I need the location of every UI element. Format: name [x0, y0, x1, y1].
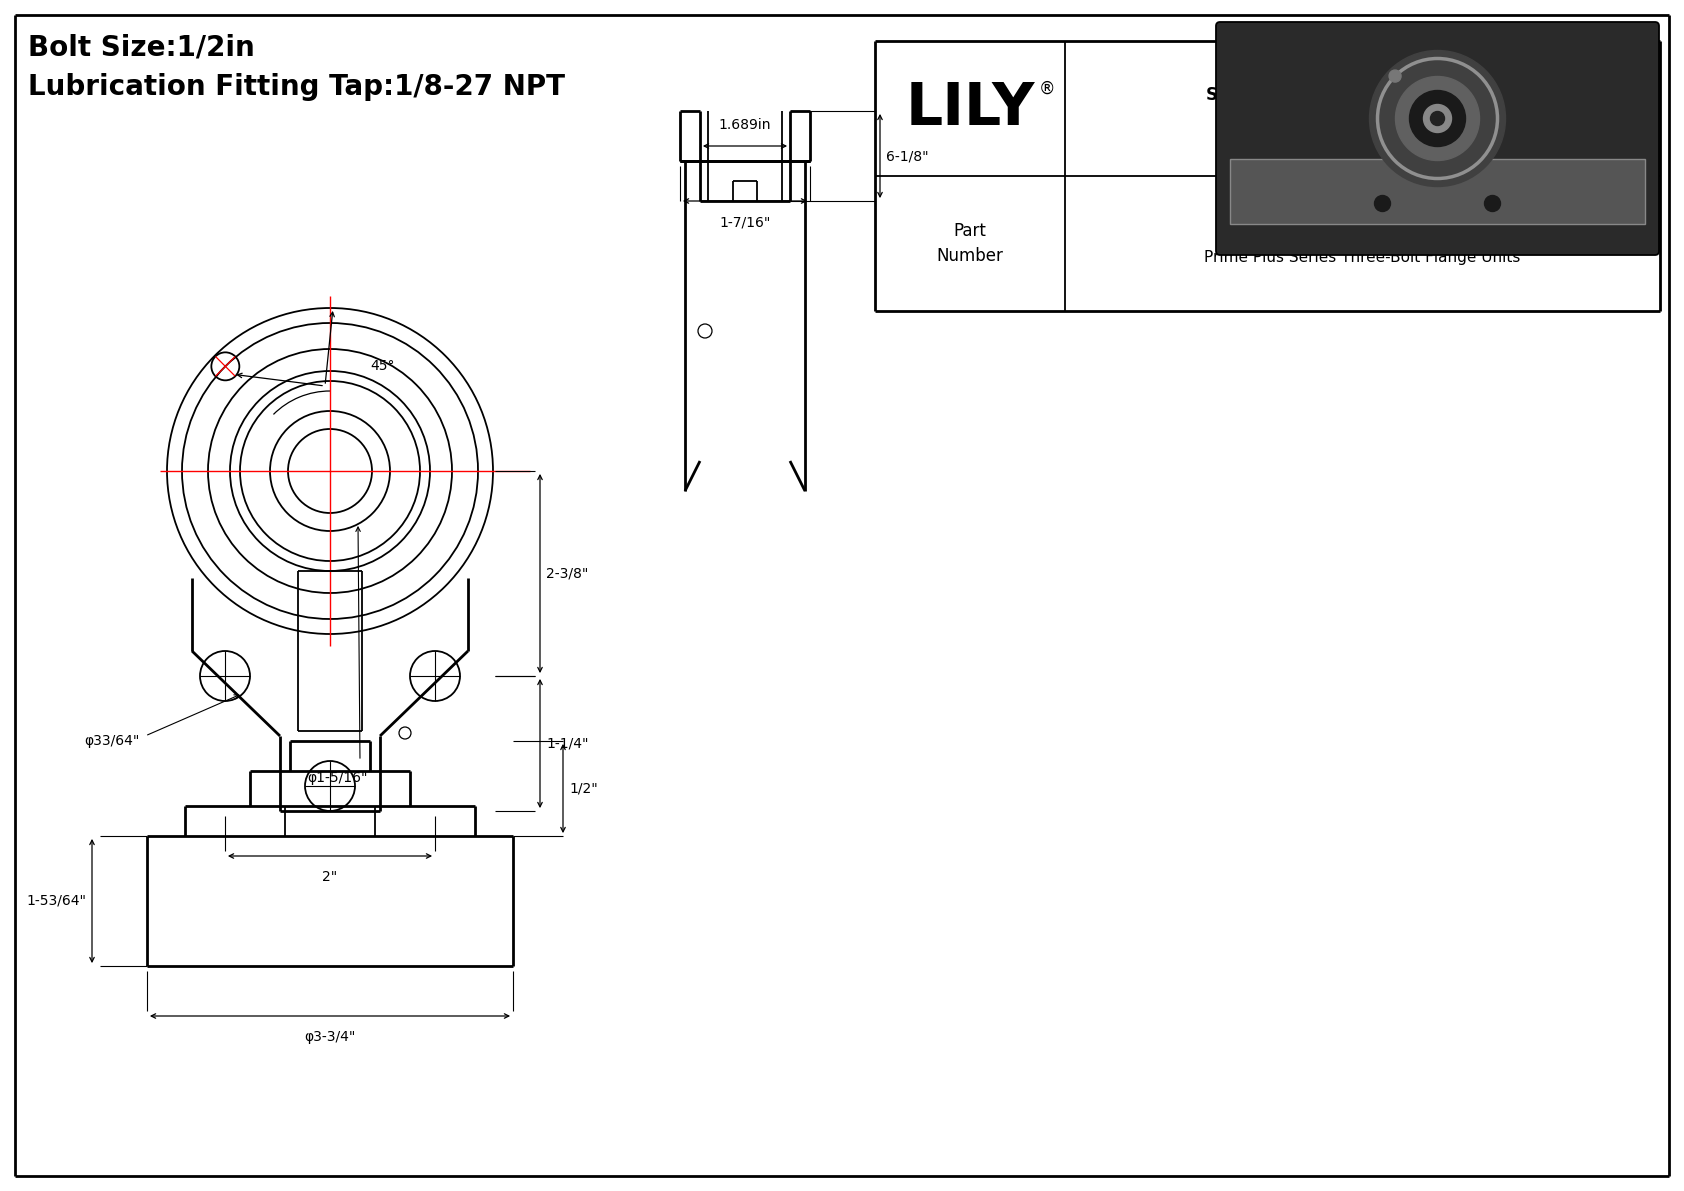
Circle shape	[1396, 76, 1480, 161]
Circle shape	[1389, 70, 1401, 82]
Text: 1-7/16": 1-7/16"	[719, 216, 771, 229]
Text: 2-3/8": 2-3/8"	[546, 567, 588, 580]
Text: 1.689in: 1.689in	[719, 118, 771, 132]
Text: Lubrication Fitting Tap:1/8-27 NPT: Lubrication Fitting Tap:1/8-27 NPT	[29, 73, 566, 101]
Circle shape	[1369, 50, 1505, 187]
Text: 45°: 45°	[370, 358, 394, 373]
Text: 6-1/8": 6-1/8"	[886, 149, 928, 163]
Bar	[1229, 158, 1645, 224]
Text: LILY: LILY	[906, 80, 1034, 137]
Text: φ33/64": φ33/64"	[84, 734, 140, 748]
Circle shape	[1485, 195, 1500, 212]
Circle shape	[1430, 112, 1445, 125]
Text: 1-1/4": 1-1/4"	[546, 736, 588, 750]
Circle shape	[1374, 195, 1391, 212]
Text: SHANGHAI LILY BEARING LIMITED: SHANGHAI LILY BEARING LIMITED	[1206, 86, 1519, 104]
Circle shape	[1423, 105, 1452, 132]
Text: φ3-3/4": φ3-3/4"	[305, 1030, 355, 1045]
Text: Part
Number: Part Number	[936, 222, 1004, 266]
Text: ®: ®	[1039, 80, 1056, 98]
Text: 1/2": 1/2"	[569, 781, 598, 796]
Text: 2": 2"	[322, 869, 337, 884]
FancyBboxPatch shape	[1216, 21, 1659, 255]
Text: Bolt Size:1/2in: Bolt Size:1/2in	[29, 33, 254, 61]
Text: 1-53/64": 1-53/64"	[25, 894, 86, 908]
Text: φ1-5/16": φ1-5/16"	[308, 771, 369, 785]
Text: Prime Plus Series Three-Bolt Flange Units: Prime Plus Series Three-Bolt Flange Unit…	[1204, 250, 1521, 266]
Text: Email: lilybearing@lily-bearing.com: Email: lilybearing@lily-bearing.com	[1228, 114, 1499, 130]
Text: MUCFB207-21: MUCFB207-21	[1287, 222, 1440, 241]
Circle shape	[1410, 91, 1465, 146]
